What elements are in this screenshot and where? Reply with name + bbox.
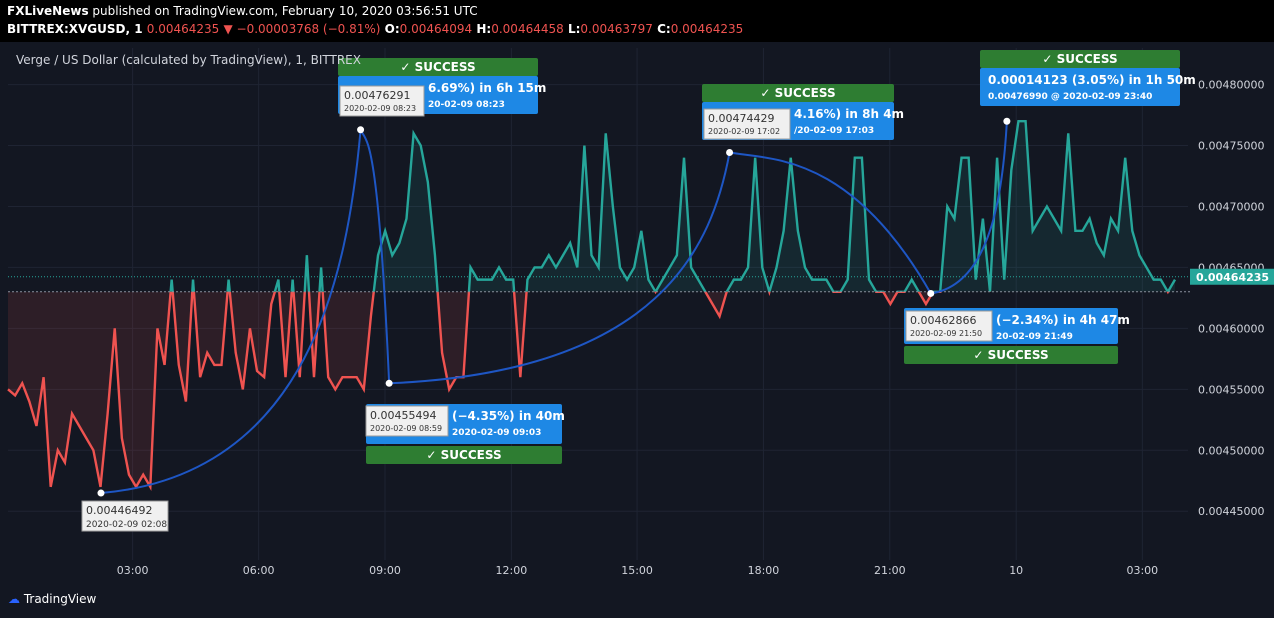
publish-line: FXLiveNews published on TradingView.com,… [7,4,478,18]
trade-curve-2 [389,152,731,385]
trade-2-success-badge [702,84,894,102]
trade-1-change: (−4.35%) in 40m [452,409,565,423]
trade-2-end-datetime: 2020-02-09 17:02 [708,127,780,136]
x-tick-label-7: 10 [1009,564,1023,577]
tradingview-brand: TradingView [23,592,97,606]
trade-point-end-1 [385,379,393,387]
trade-0-end-datetime: 2020-02-09 08:23 [344,104,416,113]
price-line-below [7,291,1170,491]
last-price: 0.00464235 [146,22,220,36]
trade-4-end-time: 0.00476990 @ 2020-02-09 23:40 [988,92,1152,102]
publish-header: FXLiveNews published on TradingView.com,… [0,0,1274,42]
symbol-label: BITTREX:XVGUSD, 1 [7,22,143,36]
current-price-tag-label: 0.00464235 [1196,271,1269,284]
current-price-tag [1190,268,1274,285]
trade-3-end-price: 0.00462866 [910,314,976,327]
close-value: 0.00464235 [670,22,744,36]
trade-4-result-box [980,68,1180,106]
trade-1-end-datetime: 2020-02-09 08:59 [370,424,442,433]
trade-curve-1 [359,129,391,384]
trade-0-success-badge [338,58,538,76]
open-value: 0.00464094 [399,22,473,36]
trade-0-end-time: 20-02-09 08:23 [428,100,505,110]
trade-curve-4 [930,121,1008,295]
trade-4-change: 0.00014123 (3.05%) in 1h 50m [988,73,1196,87]
trade-1-end-price: 0.00455494 [370,409,436,422]
y-tick-label-2: 0.00455000 [1198,383,1264,396]
x-tick-label-0: 03:00 [117,564,149,577]
x-tick-label-6: 21:00 [874,564,906,577]
x-tick-label-5: 18:00 [748,564,780,577]
publisher-name[interactable]: FXLiveNews [7,4,89,18]
tradingview-logo[interactable]: ☁ TradingView [8,592,96,606]
trade-0-success-label: ✓ SUCCESS [400,60,475,74]
trade-point-start-0 [97,489,105,497]
trade-3-end-time: 20-02-09 21:49 [996,332,1073,342]
trade-1-price-tag [365,405,449,437]
y-tick-label-0: 0.00445000 [1198,505,1264,518]
trade-point-end-3 [927,289,935,297]
trade-0-end-price: 0.00476291 [344,89,410,102]
x-tick-label-4: 15:00 [621,564,653,577]
trade-2-end-time: /20-02-09 17:03 [794,126,874,136]
high-value: 0.00464458 [491,22,564,36]
published-text: published on TradingView.com, February 1… [92,4,478,18]
trade-1-success-badge [366,446,562,464]
x-tick-label-1: 06:00 [243,564,275,577]
trade-point-end-2 [726,148,734,156]
trade-0-change: 6.69%) in 6h 15m [428,81,546,95]
trade-2-price-tag [703,108,791,140]
price-line-above [169,119,1177,292]
y-tick-label-1: 0.00450000 [1198,444,1264,457]
trade-2-change: 4.16%) in 8h 4m [794,107,904,121]
y-tick-label-5: 0.00470000 [1198,200,1264,213]
trade-4-success-badge [980,50,1180,68]
tradingview-cloud-icon: ☁ [8,592,20,606]
trade-curve-3 [729,151,932,294]
ohlc-line: BITTREX:XVGUSD, 1 0.00464235 ▼ −0.000037… [7,22,743,36]
trade-1-end-time: 2020-02-09 09:03 [452,428,541,438]
close-label: C: [657,22,671,36]
price-change: ▼ −0.00003768 (−0.81%) [223,22,381,36]
trade-2-success-label: ✓ SUCCESS [760,86,835,100]
y-tick-label-7: 0.00480000 [1198,79,1264,92]
x-tick-label-3: 12:00 [496,564,528,577]
chart-title: Verge / US Dollar (calculated by Trading… [16,53,361,67]
area-above-baseline [170,121,1175,292]
trade-point-end-4 [1003,117,1011,125]
trade-0-start-price: 0.00446492 [86,504,152,517]
trade-0-price-tag [339,85,425,117]
trade-3-price-tag [905,310,993,342]
x-tick-label-2: 09:00 [369,564,401,577]
y-tick-label-6: 0.00475000 [1198,140,1264,153]
trade-4-success-label: ✓ SUCCESS [1042,52,1117,66]
trade-0-start-box [81,500,169,532]
low-value: 0.00463797 [580,22,653,36]
trade-1-success-label: ✓ SUCCESS [426,448,501,462]
trade-0-start-time: 2020-02-09 02:08 [86,520,167,530]
trade-point-end-0 [357,126,365,134]
trade-curve-0 [100,129,362,495]
trade-3-success-label: ✓ SUCCESS [973,348,1048,362]
open-label: O: [384,22,400,36]
trade-2-end-price: 0.00474429 [708,112,774,125]
trade-3-success-badge [904,346,1118,364]
trade-3-end-datetime: 2020-02-09 21:50 [910,329,982,338]
area-below-baseline [8,291,1175,487]
low-label: L: [567,22,581,36]
trade-3-change: (−2.34%) in 4h 47m [996,313,1130,327]
high-label: H: [476,22,492,36]
x-tick-label-8: 03:00 [1126,564,1158,577]
y-tick-label-3: 0.00460000 [1198,322,1264,335]
